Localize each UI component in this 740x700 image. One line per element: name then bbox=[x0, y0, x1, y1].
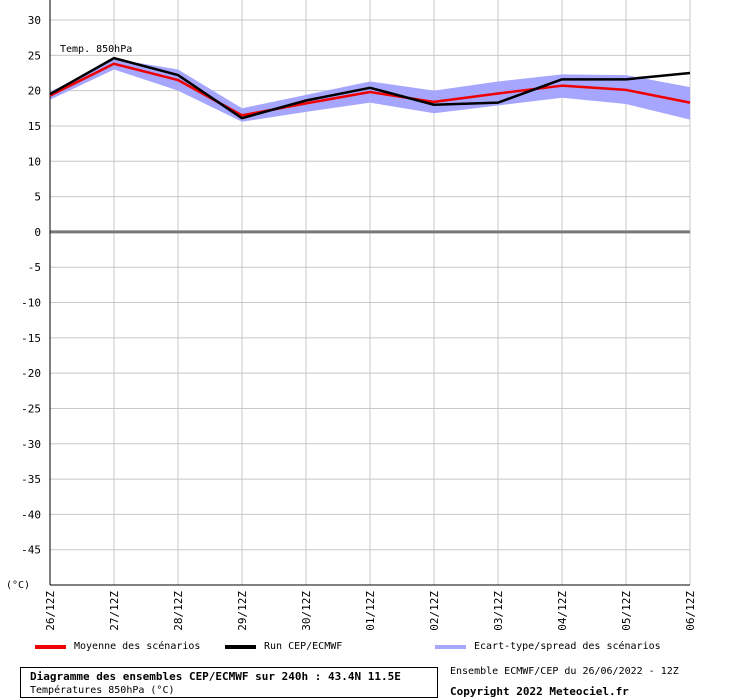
x-tick-label: 30/12Z bbox=[300, 591, 313, 631]
ensemble-chart: 30 25 20 15 10 5 0 -5 -10 -15 -20 -25 -30 -35 -40 -45 26… bbox=[21, 0, 697, 631]
x-tick-label: 02/12Z bbox=[428, 591, 441, 631]
y-tick-label: -5 bbox=[28, 261, 41, 274]
legend-mean: Moyenne des scénarios bbox=[35, 640, 225, 654]
legend-spread-swatch bbox=[435, 645, 466, 649]
x-tick-label: 05/12Z bbox=[620, 591, 633, 631]
legend-run-swatch bbox=[225, 645, 256, 649]
y-tick-label: 5 bbox=[34, 191, 41, 204]
chart-info-box: Diagramme des ensembles CEP/ECMWF sur 24… bbox=[20, 667, 438, 698]
legend-run-label: Run CEP/ECMWF bbox=[264, 641, 343, 652]
x-tick-label: 03/12Z bbox=[492, 591, 505, 631]
spread-band bbox=[50, 58, 690, 122]
legend-mean-swatch bbox=[35, 645, 66, 649]
legend-run: Run CEP/ECMWF bbox=[225, 640, 375, 654]
run-series-line bbox=[49, 56, 691, 120]
y-unit-label: (°C) bbox=[6, 580, 31, 591]
x-tick-label: 29/12Z bbox=[236, 591, 249, 631]
y-tick-label: 30 bbox=[28, 14, 41, 27]
y-tick-label: 25 bbox=[28, 49, 41, 62]
y-tick-label: -45 bbox=[21, 544, 41, 557]
y-tick-label: -35 bbox=[21, 473, 41, 486]
legend-spread-label: Ecart-type/spread des scénarios bbox=[474, 641, 661, 652]
x-tick-label: 04/12Z bbox=[556, 591, 569, 631]
legend-spread: Ecart-type/spread des scénarios bbox=[435, 640, 735, 654]
chart-annotation: Temp. 850hPa bbox=[60, 44, 132, 55]
y-tick-label: 10 bbox=[28, 155, 41, 168]
x-tick-label: 26/12Z bbox=[44, 591, 57, 631]
y-tick-label: -10 bbox=[21, 297, 41, 310]
mean-series-line bbox=[49, 62, 691, 117]
y-tick-label: -15 bbox=[21, 332, 41, 345]
chart-title: Diagramme des ensembles CEP/ECMWF sur 24… bbox=[30, 670, 401, 683]
x-tick-label: 28/12Z bbox=[172, 591, 185, 631]
y-tick-label: 15 bbox=[28, 120, 41, 133]
x-tick-label: 06/12Z bbox=[684, 591, 697, 631]
y-tick-label: -20 bbox=[21, 367, 41, 380]
run-info: Ensemble ECMWF/CEP du 26/06/2022 - 12Z bbox=[450, 666, 679, 677]
copyright: Copyright 2022 Meteociel.fr bbox=[450, 685, 629, 698]
x-tick-label: 01/12Z bbox=[364, 591, 377, 631]
x-tick-label: 27/12Z bbox=[108, 591, 121, 631]
y-tick-label: -40 bbox=[21, 508, 41, 521]
y-tick-label: -25 bbox=[21, 402, 41, 415]
y-tick-label: 0 bbox=[34, 226, 41, 239]
chart-subtitle: Températures 850hPa (°C) bbox=[30, 685, 175, 696]
y-tick-label: -30 bbox=[21, 438, 41, 451]
y-tick-label: 20 bbox=[28, 85, 41, 98]
legend-mean-label: Moyenne des scénarios bbox=[74, 641, 201, 652]
